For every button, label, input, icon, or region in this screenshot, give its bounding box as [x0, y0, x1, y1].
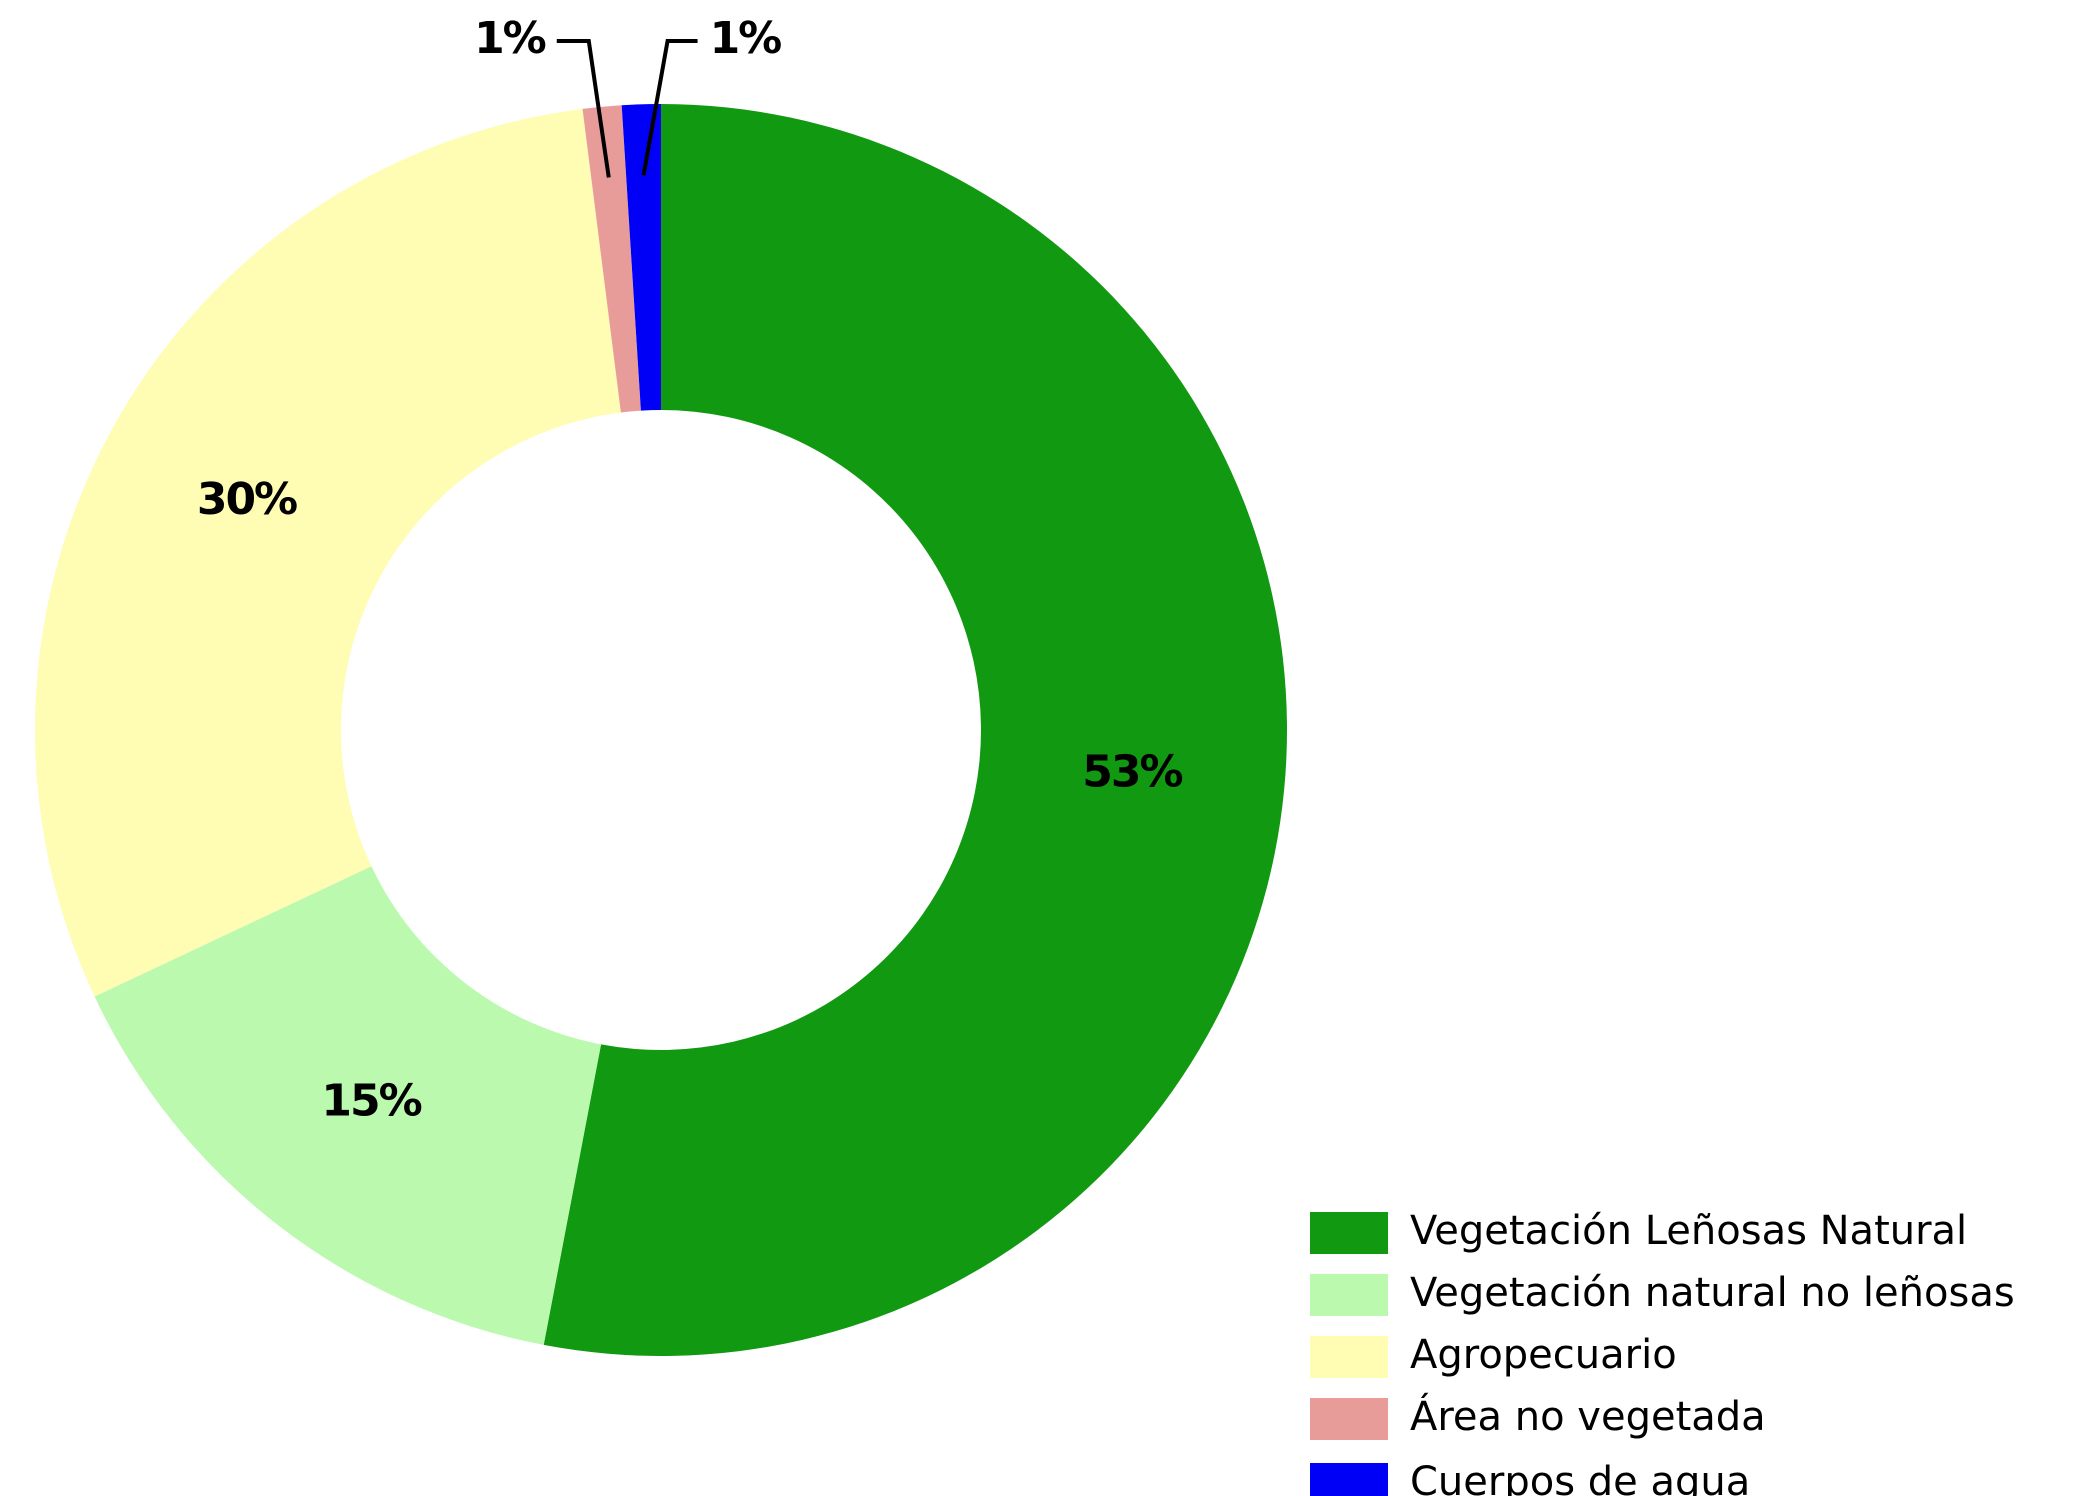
legend-label: Agropecuario [1410, 1332, 1677, 1378]
data-label: 1% [474, 13, 546, 64]
leader-line [556, 39, 611, 178]
legend-label: Área no vegetada [1410, 1392, 1766, 1440]
data-label: 1% [710, 13, 782, 64]
legend-swatch [1310, 1463, 1388, 1496]
legend-swatch [1310, 1274, 1388, 1316]
data-label: 30% [197, 474, 297, 525]
donut-slice [94, 866, 602, 1345]
donut-slice [543, 104, 1287, 1356]
donut-slice [34, 108, 621, 997]
legend-label: Vegetación natural no leñosas [1410, 1270, 2015, 1316]
leader-line [641, 39, 698, 176]
legend-swatch [1310, 1336, 1388, 1378]
data-label: 15% [321, 1076, 421, 1127]
donut-slice [582, 105, 641, 413]
legend-swatch [1310, 1212, 1388, 1254]
legend-swatch [1310, 1398, 1388, 1440]
legend-label: Vegetación Leñosas Natural [1410, 1208, 1967, 1254]
data-label: 53% [1082, 747, 1182, 798]
legend-label: Cuerpos de agua [1410, 1459, 1750, 1496]
donut-slice [621, 104, 661, 411]
